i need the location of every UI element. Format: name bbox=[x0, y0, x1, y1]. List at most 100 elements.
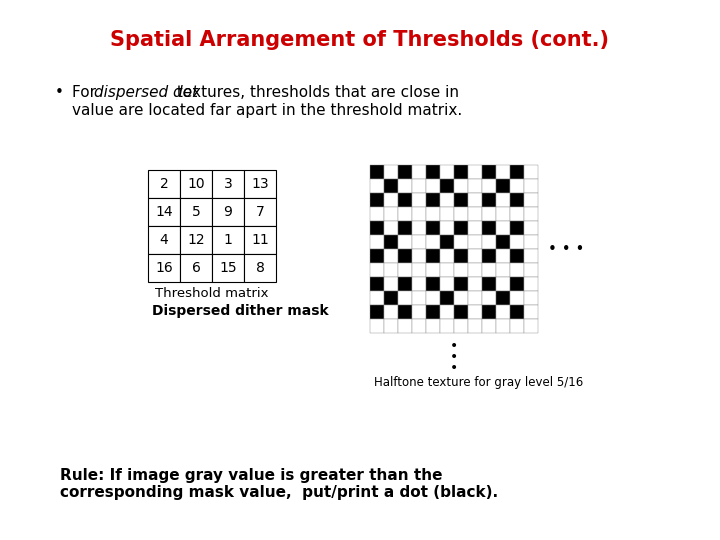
Bar bbox=[440, 193, 454, 207]
Bar bbox=[426, 165, 440, 179]
Bar bbox=[524, 235, 538, 249]
Text: Halftone texture for gray level 5/16: Halftone texture for gray level 5/16 bbox=[374, 376, 584, 389]
Bar bbox=[524, 319, 538, 333]
Bar bbox=[510, 263, 524, 277]
Bar bbox=[426, 319, 440, 333]
Bar bbox=[510, 221, 524, 235]
Bar bbox=[426, 249, 440, 263]
Bar bbox=[496, 305, 510, 319]
Bar bbox=[496, 207, 510, 221]
Bar bbox=[426, 193, 440, 207]
Bar bbox=[212, 254, 244, 282]
Bar bbox=[524, 305, 538, 319]
Bar bbox=[468, 249, 482, 263]
Bar bbox=[454, 179, 468, 193]
Text: textures, thresholds that are close in: textures, thresholds that are close in bbox=[172, 85, 459, 100]
Text: value are located far apart in the threshold matrix.: value are located far apart in the thres… bbox=[72, 103, 462, 118]
Bar bbox=[426, 263, 440, 277]
Bar bbox=[496, 319, 510, 333]
Bar bbox=[524, 193, 538, 207]
Bar bbox=[482, 235, 496, 249]
Text: 8: 8 bbox=[256, 261, 264, 275]
Bar bbox=[454, 221, 468, 235]
Text: 2: 2 bbox=[160, 177, 168, 191]
Text: • • •: • • • bbox=[548, 241, 585, 256]
Bar bbox=[412, 319, 426, 333]
Bar bbox=[384, 179, 398, 193]
Bar bbox=[482, 291, 496, 305]
Bar bbox=[510, 235, 524, 249]
Bar bbox=[212, 226, 244, 254]
Bar bbox=[426, 277, 440, 291]
Bar bbox=[440, 165, 454, 179]
Bar bbox=[412, 235, 426, 249]
Bar bbox=[384, 207, 398, 221]
Bar bbox=[384, 305, 398, 319]
Bar bbox=[384, 291, 398, 305]
Bar bbox=[496, 291, 510, 305]
Bar bbox=[370, 319, 384, 333]
Bar bbox=[440, 221, 454, 235]
Bar bbox=[454, 263, 468, 277]
Bar bbox=[440, 305, 454, 319]
Bar bbox=[426, 305, 440, 319]
Text: dispersed dot: dispersed dot bbox=[94, 85, 198, 100]
Bar bbox=[496, 179, 510, 193]
Text: 12: 12 bbox=[187, 233, 204, 247]
Bar bbox=[454, 193, 468, 207]
Bar bbox=[524, 221, 538, 235]
Bar bbox=[412, 249, 426, 263]
Bar bbox=[510, 319, 524, 333]
Bar bbox=[454, 319, 468, 333]
Bar bbox=[412, 305, 426, 319]
Text: 15: 15 bbox=[219, 261, 237, 275]
Bar bbox=[440, 263, 454, 277]
Bar bbox=[370, 249, 384, 263]
Bar bbox=[398, 221, 412, 235]
Bar bbox=[398, 277, 412, 291]
Bar bbox=[468, 235, 482, 249]
Text: 5: 5 bbox=[192, 205, 200, 219]
Bar bbox=[412, 165, 426, 179]
Bar bbox=[244, 170, 276, 198]
Bar bbox=[370, 207, 384, 221]
Text: •: • bbox=[450, 361, 458, 375]
Bar bbox=[440, 235, 454, 249]
Bar bbox=[370, 193, 384, 207]
Bar bbox=[398, 165, 412, 179]
Bar bbox=[180, 198, 212, 226]
Text: Threshold matrix: Threshold matrix bbox=[156, 287, 269, 300]
Bar bbox=[440, 249, 454, 263]
Text: 1: 1 bbox=[224, 233, 233, 247]
Bar bbox=[398, 305, 412, 319]
Bar bbox=[370, 165, 384, 179]
Bar bbox=[496, 235, 510, 249]
Bar bbox=[398, 207, 412, 221]
Bar bbox=[482, 249, 496, 263]
Text: 13: 13 bbox=[251, 177, 269, 191]
Text: 16: 16 bbox=[155, 261, 173, 275]
Bar bbox=[468, 165, 482, 179]
Bar bbox=[426, 235, 440, 249]
Bar bbox=[454, 291, 468, 305]
Bar bbox=[482, 277, 496, 291]
Bar bbox=[454, 235, 468, 249]
Bar bbox=[384, 193, 398, 207]
Bar bbox=[398, 179, 412, 193]
Bar bbox=[510, 207, 524, 221]
Bar bbox=[482, 263, 496, 277]
Bar bbox=[180, 170, 212, 198]
Bar bbox=[148, 254, 180, 282]
Text: Dispersed dither mask: Dispersed dither mask bbox=[152, 304, 328, 318]
Bar bbox=[482, 179, 496, 193]
Text: 7: 7 bbox=[256, 205, 264, 219]
Bar bbox=[370, 305, 384, 319]
Bar bbox=[370, 263, 384, 277]
Bar bbox=[244, 254, 276, 282]
Bar bbox=[370, 221, 384, 235]
Bar bbox=[524, 207, 538, 221]
Bar bbox=[496, 193, 510, 207]
Bar bbox=[482, 221, 496, 235]
Bar bbox=[496, 249, 510, 263]
Bar bbox=[398, 263, 412, 277]
